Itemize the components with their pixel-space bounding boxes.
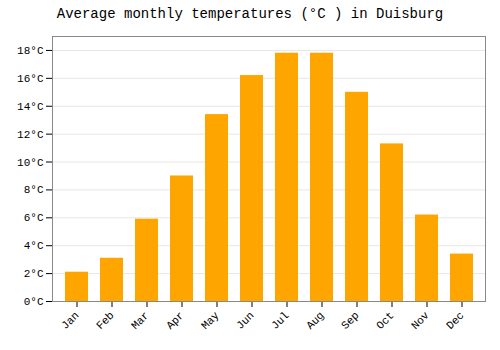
svg-text:Nov: Nov [409,309,432,332]
svg-text:Dec: Dec [444,309,466,331]
svg-text:May: May [199,309,222,332]
svg-text:Aug: Aug [304,309,326,331]
svg-text:0°C: 0°C [24,296,44,308]
svg-text:Jul: Jul [269,309,291,331]
svg-text:Jan: Jan [59,309,81,331]
svg-text:4°C: 4°C [24,240,44,252]
svg-text:Sep: Sep [339,309,361,331]
svg-text:10°C: 10°C [17,157,44,169]
svg-text:Mar: Mar [129,309,151,331]
svg-text:2°C: 2°C [24,268,44,280]
svg-text:8°C: 8°C [24,184,44,196]
svg-text:Apr: Apr [164,309,186,331]
svg-text:6°C: 6°C [24,212,44,224]
svg-text:Jun: Jun [234,309,256,331]
svg-text:18°C: 18°C [17,45,44,57]
svg-text:Oct: Oct [374,309,396,331]
html-text:Average monthly temperatures (: Average monthly temperatures (°C ) in Du… [56,6,444,22]
svg-text:Feb: Feb [94,309,116,331]
svg-text:12°C: 12°C [17,129,44,141]
svg-text:14°C: 14°C [17,101,44,113]
svg-text:16°C: 16°C [17,73,44,85]
